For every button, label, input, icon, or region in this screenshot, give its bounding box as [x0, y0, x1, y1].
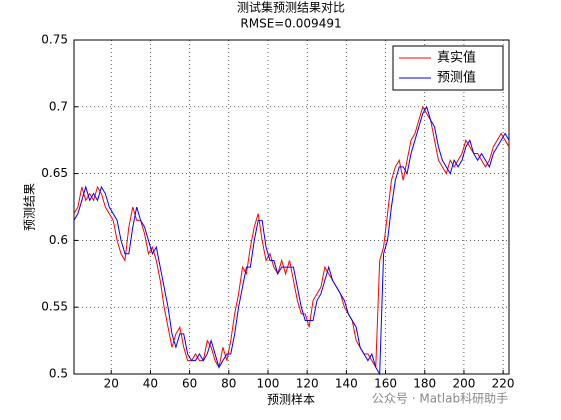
- y-tick-label: 0.5: [49, 367, 68, 381]
- y-axis-label: 预测结果: [23, 183, 37, 231]
- x-axis-label: 预测样本: [267, 392, 315, 407]
- x-tick-label: 220: [492, 377, 515, 391]
- y-tick-label: 0.75: [41, 33, 68, 47]
- x-tick-label: 100: [257, 377, 280, 391]
- x-tick-label: 120: [296, 377, 319, 391]
- y-tick-label: 0.65: [41, 166, 68, 180]
- x-tick-label: 200: [452, 377, 475, 391]
- y-tick-label: 0.6: [49, 233, 68, 247]
- legend-label: 预测值: [437, 70, 476, 86]
- x-tick-label: 40: [143, 377, 158, 391]
- x-tick-label: 20: [104, 377, 119, 391]
- watermark: 公众号 · Matlab科研助手: [372, 392, 508, 406]
- y-tick-label: 0.55: [41, 300, 68, 314]
- legend-label: 真实值: [437, 50, 476, 66]
- x-tick-label: 160: [374, 377, 397, 391]
- x-tick-label: 80: [221, 377, 236, 391]
- series-line: [73, 105, 510, 370]
- series-line: [73, 105, 510, 376]
- x-tick-label: 140: [335, 377, 358, 391]
- x-tick-label: 180: [413, 377, 436, 391]
- chart-subtitle: RMSE=0.009491: [240, 17, 341, 31]
- plot-frame: [73, 39, 510, 375]
- chart-title: 测试集预测结果对比: [237, 0, 345, 15]
- y-tick-label: 0.7: [49, 99, 68, 113]
- legend-box: [392, 45, 504, 91]
- x-tick-label: 60: [182, 377, 197, 391]
